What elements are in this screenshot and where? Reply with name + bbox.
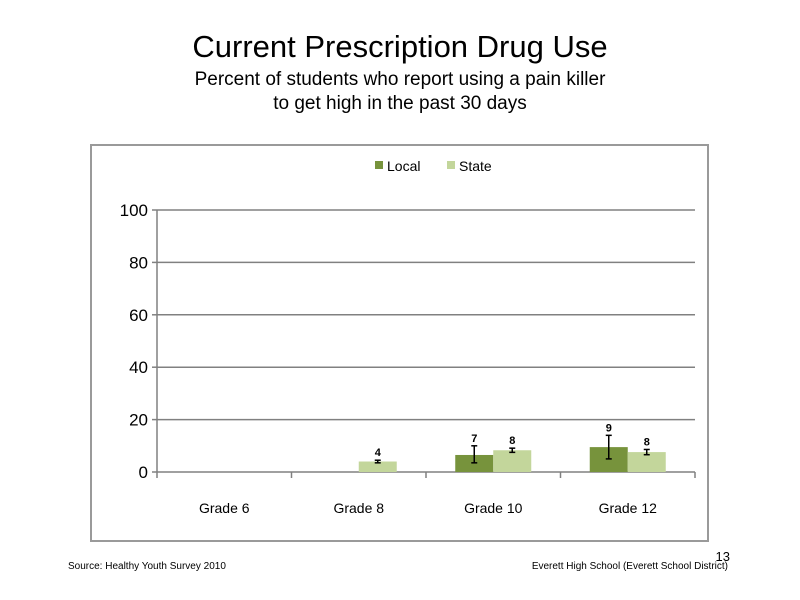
chart-subtitle: Percent of students who report using a p… (0, 68, 800, 116)
data-label: 9 (606, 422, 612, 434)
x-tick-label: Grade 12 (599, 500, 658, 516)
legend-swatch-local (375, 161, 383, 169)
data-label: 8 (509, 435, 515, 447)
bar-state (493, 450, 532, 472)
y-tick-label: 60 (129, 306, 148, 325)
source-note: Source: Healthy Youth Survey 2010 (68, 561, 226, 572)
page-number: 13 (715, 549, 730, 564)
y-tick-label: 0 (139, 463, 148, 482)
x-tick-label: Grade 6 (199, 500, 250, 516)
legend-label-local: Local (387, 158, 420, 174)
data-label: 4 (375, 447, 382, 459)
school-name: Everett High School (Everett School Dist… (531, 561, 728, 572)
y-tick-label: 100 (120, 201, 148, 220)
bar-state (358, 461, 397, 472)
data-label: 7 (471, 433, 477, 445)
legend-swatch-state (447, 161, 455, 169)
x-tick-label: Grade 10 (464, 500, 523, 516)
y-tick-label: 20 (129, 411, 148, 430)
chart-frame (90, 144, 709, 542)
data-label: 8 (644, 436, 650, 448)
y-tick-label: 40 (129, 358, 148, 377)
bar-state (627, 452, 666, 472)
legend-label-state: State (459, 158, 492, 174)
chart-title: Current Prescription Drug Use (192, 29, 608, 64)
y-tick-label: 80 (129, 253, 148, 272)
x-tick-label: Grade 8 (333, 500, 384, 516)
subtitle-line-1: Percent of students who report using a p… (194, 69, 606, 90)
subtitle-line-2: to get high in the past 30 days (273, 93, 527, 114)
